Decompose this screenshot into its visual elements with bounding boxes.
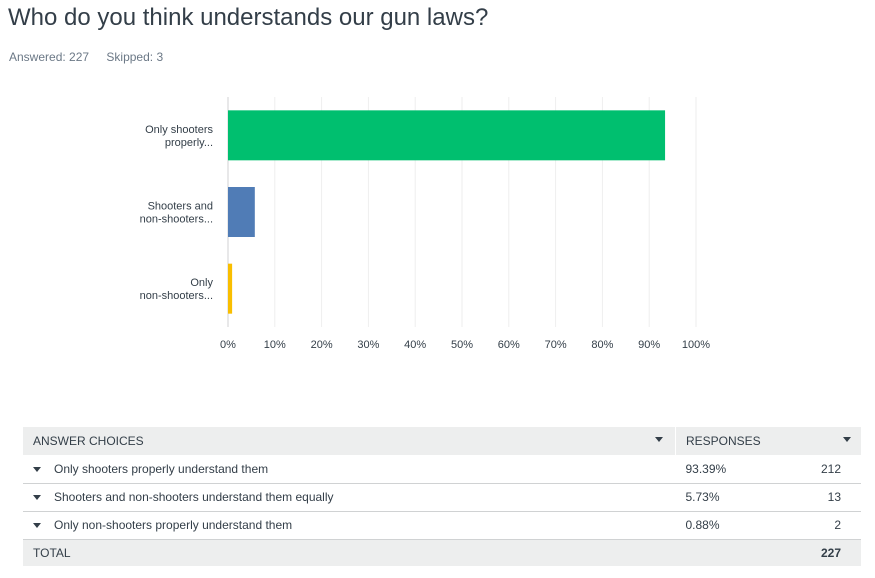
- answered-count: Answered: 227: [9, 50, 90, 64]
- answer-choice-label: Only non-shooters properly understand th…: [54, 518, 293, 532]
- answer-choice: Only shooters properly understand them: [23, 455, 676, 483]
- response-percent: 0.88%: [685, 518, 720, 532]
- x-tick-label: 70%: [545, 339, 567, 351]
- x-tick-label: 100%: [682, 339, 710, 351]
- answer-table: Answer Choices Responses Only shooters p…: [23, 427, 861, 566]
- responses-header[interactable]: Responses: [676, 427, 862, 455]
- table-row: Only non-shooters properly understand th…: [23, 511, 861, 539]
- question-title: Who do you think understands our gun law…: [8, 4, 489, 31]
- bar: [228, 187, 255, 237]
- category-label: Only: [190, 277, 213, 289]
- skipped-count: Skipped: 3: [106, 50, 164, 64]
- total-count: 227: [820, 545, 841, 560]
- table-header: Answer Choices Responses: [23, 427, 861, 455]
- category-label: properly...: [165, 137, 213, 149]
- expand-caret-icon[interactable]: [33, 523, 41, 529]
- table-row: Only shooters properly understand them 9…: [23, 455, 861, 483]
- expand-caret-icon[interactable]: [33, 467, 41, 473]
- answer-choice: Only non-shooters properly understand th…: [23, 511, 676, 539]
- answer-choice-label: Shooters and non-shooters understand the…: [54, 490, 334, 504]
- sort-caret-icon[interactable]: [655, 437, 663, 442]
- x-tick-label: 90%: [638, 339, 660, 351]
- x-tick-label: 10%: [264, 339, 286, 351]
- response-summary: Answered: 227 Skipped: 3: [9, 50, 163, 64]
- answer-choices-header[interactable]: Answer Choices: [23, 427, 676, 455]
- bar-chart: 0% 10% 20% 30% 40% 50% 60% 70% 80% 90% 100% Only sh…: [140, 97, 710, 351]
- bar: [228, 263, 233, 314]
- response-count: 212: [820, 461, 841, 476]
- answer-choice: Shooters and non-shooters understand the…: [23, 483, 676, 511]
- category-label: non-shooters...: [140, 290, 213, 302]
- expand-caret-icon[interactable]: [33, 495, 41, 501]
- sort-caret-icon[interactable]: [843, 437, 851, 442]
- x-tick-label: 50%: [451, 339, 473, 351]
- response-percent: 93.39%: [685, 461, 727, 476]
- x-tick-label: 40%: [404, 339, 426, 351]
- bar: [228, 110, 666, 161]
- answer-choices-header-label: Answer Choices: [33, 434, 144, 448]
- category-label: Only shooters: [145, 124, 213, 136]
- answer-choice-label: Only shooters properly understand them: [54, 461, 269, 476]
- total-label: Total: [33, 545, 71, 560]
- table-row: Shooters and non-shooters understand the…: [23, 483, 861, 511]
- x-tick-label: 20%: [311, 339, 333, 351]
- responses-header-label: Responses: [686, 434, 761, 448]
- response-percent: 5.73%: [685, 490, 720, 504]
- x-tick-label: 30%: [357, 339, 379, 351]
- x-tick-label: 80%: [591, 339, 613, 351]
- x-tick-label: 0%: [220, 339, 236, 351]
- category-label: non-shooters...: [140, 214, 213, 226]
- response-count: 2: [834, 518, 841, 532]
- total-row: Total 227: [23, 539, 861, 566]
- response-count: 13: [827, 490, 841, 504]
- category-label: Shooters and: [148, 201, 213, 213]
- x-tick-label: 60%: [498, 339, 520, 351]
